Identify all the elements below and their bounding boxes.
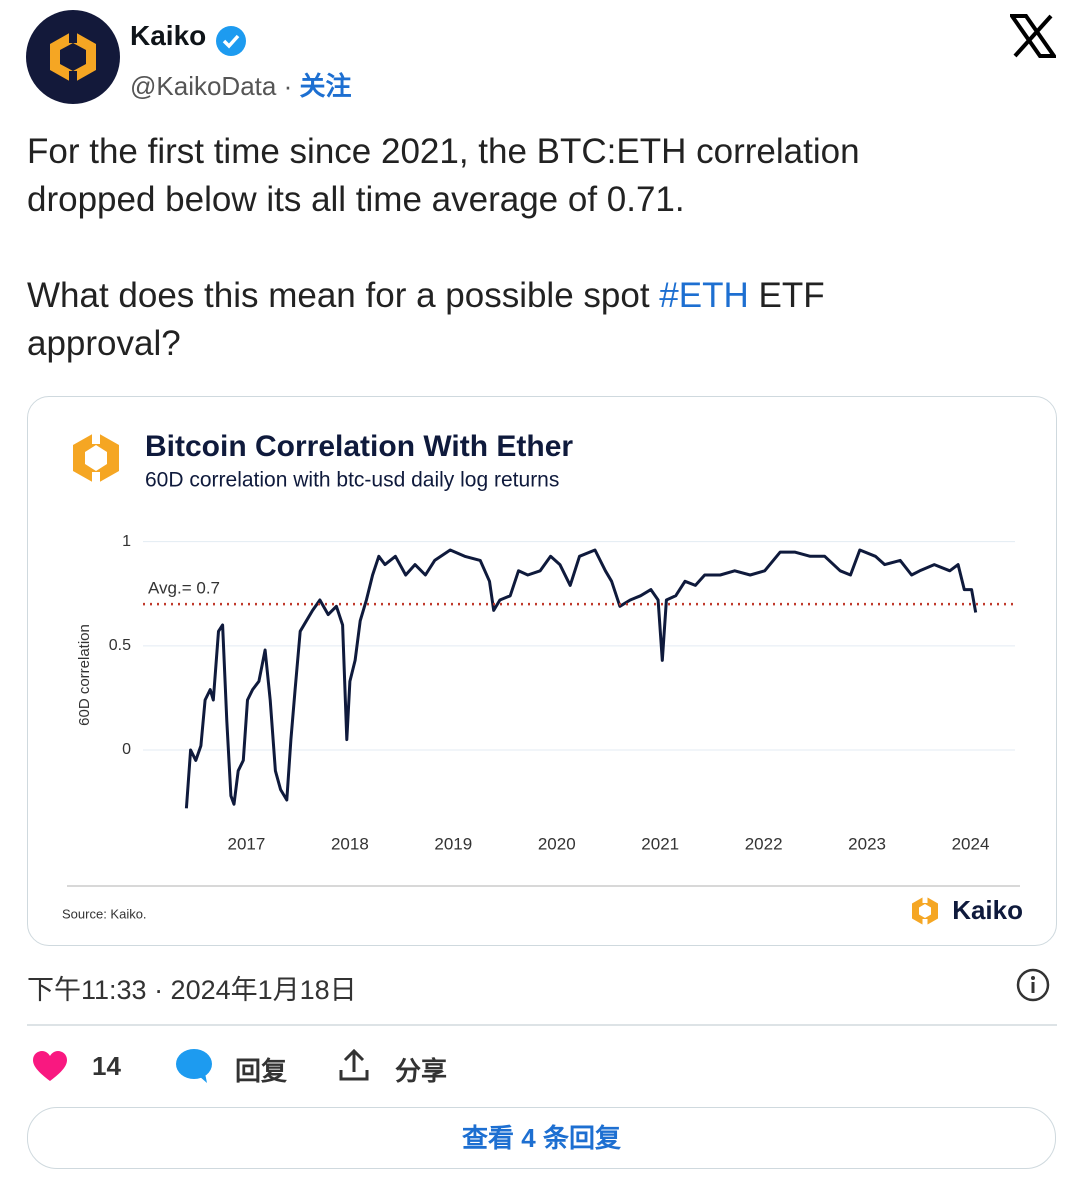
paragraph: For the first time since 2021, the BTC:E… — [27, 128, 987, 224]
hashtag[interactable]: #ETH — [659, 276, 749, 315]
y-tick-label: 0.5 — [109, 637, 131, 654]
series-line — [184, 548, 978, 809]
chart: Bitcoin Correlation With Ether 60D corre… — [62, 430, 1023, 927]
chart-card — [27, 396, 1057, 946]
x-tick-label: 2021 — [641, 834, 679, 853]
view-replies-button[interactable]: 查看 4 条回复 — [27, 1107, 1056, 1169]
chart-logo — [73, 430, 119, 486]
brand-logo — [912, 895, 938, 927]
like-icon[interactable] — [32, 1050, 68, 1082]
tweet-body: For the first time since 2021, the BTC:E… — [27, 128, 987, 416]
info-icon[interactable] — [1016, 968, 1050, 1002]
follow-button[interactable]: 关注 — [299, 71, 352, 101]
verified-badge — [216, 26, 246, 56]
avatar — [26, 10, 120, 104]
source: Source: Kaiko. — [62, 906, 147, 921]
y-axis-label: 60D correlation — [76, 624, 93, 726]
chart-subtitle: 60D correlation with btc-usd daily log r… — [145, 469, 559, 492]
y-tick-label: 1 — [122, 533, 131, 550]
author-name: Kaiko — [130, 20, 207, 51]
x-logo[interactable] — [1010, 14, 1056, 58]
divider — [27, 1024, 1057, 1026]
paragraph: What does this mean for a possible spot … — [27, 272, 987, 368]
share-icon[interactable] — [338, 1048, 370, 1082]
text: ETF approval? — [27, 276, 825, 363]
x-tick-label: 2018 — [331, 834, 369, 853]
handle: @KaikoData — [130, 71, 277, 101]
text: For the first time since 2021, the BTC:E… — [27, 132, 860, 219]
x-tick-label: 2019 — [434, 834, 472, 853]
x-tick-label: 2024 — [952, 834, 990, 853]
handle-row: @KaikoData · 关注 — [130, 66, 351, 103]
x-tick-label: 2023 — [848, 834, 886, 853]
chart-title: Bitcoin Correlation With Ether — [145, 430, 573, 463]
average-label: Avg.= 0.7 — [148, 579, 220, 598]
share-button[interactable]: 分享 — [395, 1056, 448, 1086]
like-count[interactable]: 14 — [92, 1051, 121, 1081]
x-tick-label: 2022 — [745, 834, 783, 853]
x-tick-label: 2020 — [538, 834, 576, 853]
separator: · — [276, 71, 300, 101]
brand: Kaiko — [952, 895, 1023, 925]
x-tick-label: 2017 — [228, 834, 266, 853]
y-tick-label: 0 — [122, 741, 131, 758]
reply-icon[interactable] — [175, 1048, 213, 1084]
text: What does this mean for a possible spot — [27, 276, 660, 315]
reply-button[interactable]: 回复 — [235, 1056, 288, 1086]
timestamp: 下午11:33 · 2024年1月18日 — [27, 975, 357, 1005]
